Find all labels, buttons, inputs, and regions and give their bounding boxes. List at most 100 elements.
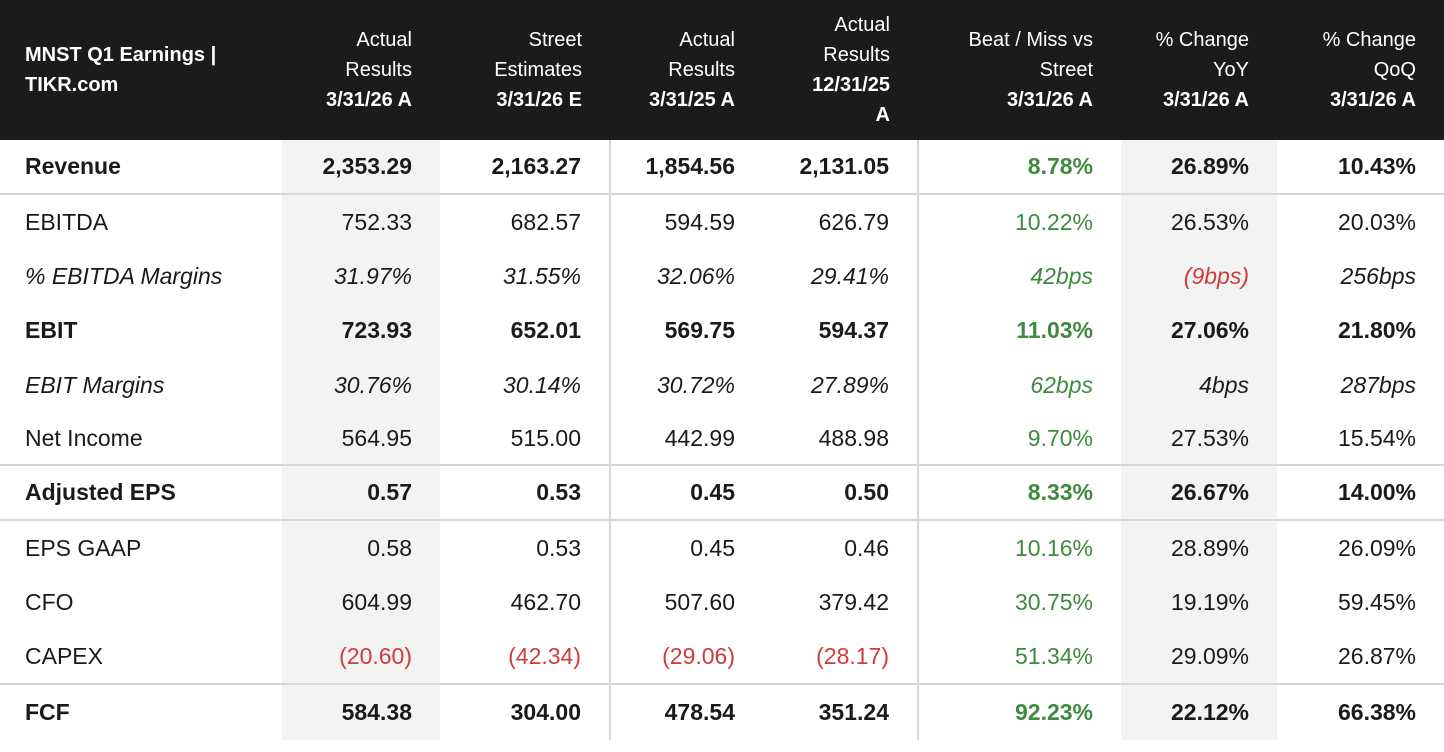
cell-col-2: 304.00 <box>440 683 610 740</box>
cell-col-5: 92.23% <box>917 683 1121 740</box>
header-row: MNST Q1 Earnings | TIKR.com Actual Resul… <box>0 0 1444 140</box>
column-header-beat-miss: Beat / Miss vs Street 3/31/26 A <box>918 0 1121 140</box>
cell-col-3: (29.06) <box>609 630 763 684</box>
table-row-fcf: FCF 584.38 304.00 478.54 351.24 92.23% 22.12% 6… <box>0 683 1444 740</box>
row-label: EBITDA <box>0 193 282 249</box>
cell-col-4: 626.79 <box>763 193 918 249</box>
cell-col-2: 515.00 <box>510 424 581 451</box>
cell-col-4: 351.24 <box>763 683 918 740</box>
table-row-ebitda-margins: % EBITDA Margins 31.97% 31.55% 32.06% 29.41%… <box>0 249 1444 303</box>
cell-col-6: 26.67% <box>1121 464 1277 520</box>
cell-col-2: 0.53 <box>440 464 610 520</box>
header-line: Results <box>345 59 412 81</box>
header-line: Street <box>528 29 582 51</box>
header-date: 3/31/25 A <box>649 89 735 111</box>
cell-col-2: 652.01 <box>510 317 581 343</box>
cell-col-3: 569.75 <box>609 303 763 358</box>
cell-col-2: 30.14% <box>502 371 581 398</box>
row-label: Revenue <box>25 153 121 179</box>
cell-col-3: 594.59 <box>609 193 763 249</box>
cell-col-7: 287bps <box>1340 371 1416 398</box>
cell-col-6: 27.53% <box>1121 412 1277 465</box>
cell-col-5: 10.16% <box>917 519 1121 575</box>
header-date: 3/31/26 A <box>1007 89 1093 111</box>
row-label: Net Income <box>25 424 143 451</box>
table-row-revenue: Revenue 2,353.29 2,163.27 1,854.56 2,131.05 8… <box>0 140 1444 194</box>
row-label: Adjusted EPS <box>0 464 282 520</box>
column-header-change-yoy: % Change YoY 3/31/26 A <box>1121 0 1277 140</box>
cell-col-3: 507.60 <box>609 575 763 630</box>
column-header-actual-3-31-26: Actual Results 3/31/26 A <box>282 0 440 140</box>
header-line: QoQ <box>1373 59 1416 81</box>
cell-col-4: 29.41% <box>810 262 889 289</box>
cell-col-4: 379.42 <box>818 589 889 615</box>
table-row-ebit: EBIT 723.93 652.01 569.75 594.37 11.03% 27.06%… <box>0 303 1444 358</box>
header-line: Actual <box>679 29 735 51</box>
table-row-ebit-margins: EBIT Margins 30.76% 30.14% 30.72% 27.89% 62bp… <box>0 358 1444 412</box>
header-date: A <box>875 104 890 126</box>
cell-col-7: 26.87% <box>1337 643 1416 669</box>
cell-col-5: 30.75% <box>917 575 1121 630</box>
cell-col-7: 20.03% <box>1277 193 1444 249</box>
cell-col-1: 584.38 <box>282 683 440 740</box>
column-header-actual-12-31-25: Actual Results 12/31/25 A <box>763 0 918 140</box>
cell-col-6: (9bps) <box>1121 249 1277 303</box>
cell-col-3: 1,854.56 <box>609 140 763 194</box>
cell-col-4: 488.98 <box>818 424 889 451</box>
cell-col-1: 752.33 <box>282 193 440 249</box>
cell-col-4: 0.46 <box>763 519 918 575</box>
header-line: YoY <box>1213 59 1249 81</box>
row-label: FCF <box>0 683 282 740</box>
cell-col-7: 21.80% <box>1337 317 1416 343</box>
cell-col-1: 604.99 <box>282 575 440 630</box>
header-line: Street <box>1039 59 1093 81</box>
cell-col-6: 22.12% <box>1121 683 1277 740</box>
cell-col-1: 0.58 <box>282 519 440 575</box>
cell-col-7: 15.54% <box>1337 424 1416 451</box>
cell-col-3: 32.06% <box>609 249 763 303</box>
cell-col-1: 723.93 <box>282 303 440 358</box>
cell-col-1: 30.76% <box>282 358 440 412</box>
cell-col-3: 30.72% <box>609 358 763 412</box>
cell-col-5: 42bps <box>917 249 1121 303</box>
cell-col-4: 27.89% <box>810 371 889 398</box>
cell-col-1: 564.95 <box>282 412 440 465</box>
header-date: 3/31/26 E <box>496 89 582 111</box>
row-label: EBIT Margins <box>25 371 165 398</box>
title-line-1: MNST Q1 Earnings | <box>25 44 217 66</box>
header-date: 3/31/26 A <box>1330 89 1416 111</box>
cell-col-2: 0.53 <box>440 519 610 575</box>
cell-col-1: 31.97% <box>282 249 440 303</box>
cell-col-4: 0.50 <box>763 464 918 520</box>
table-row-adjusted-eps: Adjusted EPS 0.57 0.53 0.45 0.50 8.33% 26.67% 1… <box>0 464 1444 520</box>
cell-col-7: 10.43% <box>1337 153 1416 179</box>
header-line: Actual <box>834 14 890 36</box>
cell-col-3: 0.45 <box>609 519 763 575</box>
cell-col-6: 26.53% <box>1121 193 1277 249</box>
cell-col-5: 10.22% <box>917 193 1121 249</box>
row-label: CFO <box>25 589 74 615</box>
cell-col-5: 51.34% <box>917 630 1121 684</box>
row-label: CAPEX <box>25 643 103 669</box>
cell-col-6: 27.06% <box>1121 303 1277 358</box>
table-row-capex: CAPEX (20.60) (42.34) (29.06) (28.17) 51.34% 2… <box>0 630 1444 684</box>
cell-col-2: 462.70 <box>510 589 581 615</box>
header-line: Estimates <box>494 59 582 81</box>
cell-col-1: 2,353.29 <box>282 140 440 194</box>
cell-col-6: 19.19% <box>1121 575 1277 630</box>
header-line: % Change <box>1322 29 1416 51</box>
table-row-net-income: Net Income 564.95 515.00 442.99 488.98 9.70% 2… <box>0 412 1444 465</box>
cell-col-4: 2,131.05 <box>799 153 889 179</box>
cell-col-5: 8.33% <box>917 464 1121 520</box>
row-label: EBIT <box>25 317 78 343</box>
table-row-eps-gaap: EPS GAAP 0.58 0.53 0.45 0.46 10.16% 28.89% 26.0… <box>0 519 1444 575</box>
cell-col-2: 2,163.27 <box>491 153 581 179</box>
header-line: % Change <box>1155 29 1249 51</box>
header-line: Actual <box>356 29 412 51</box>
header-line: Beat / Miss vs <box>968 29 1093 51</box>
header-date: 12/31/25 <box>812 74 890 96</box>
cell-col-2: 682.57 <box>440 193 610 249</box>
cell-col-7: 26.09% <box>1277 519 1444 575</box>
